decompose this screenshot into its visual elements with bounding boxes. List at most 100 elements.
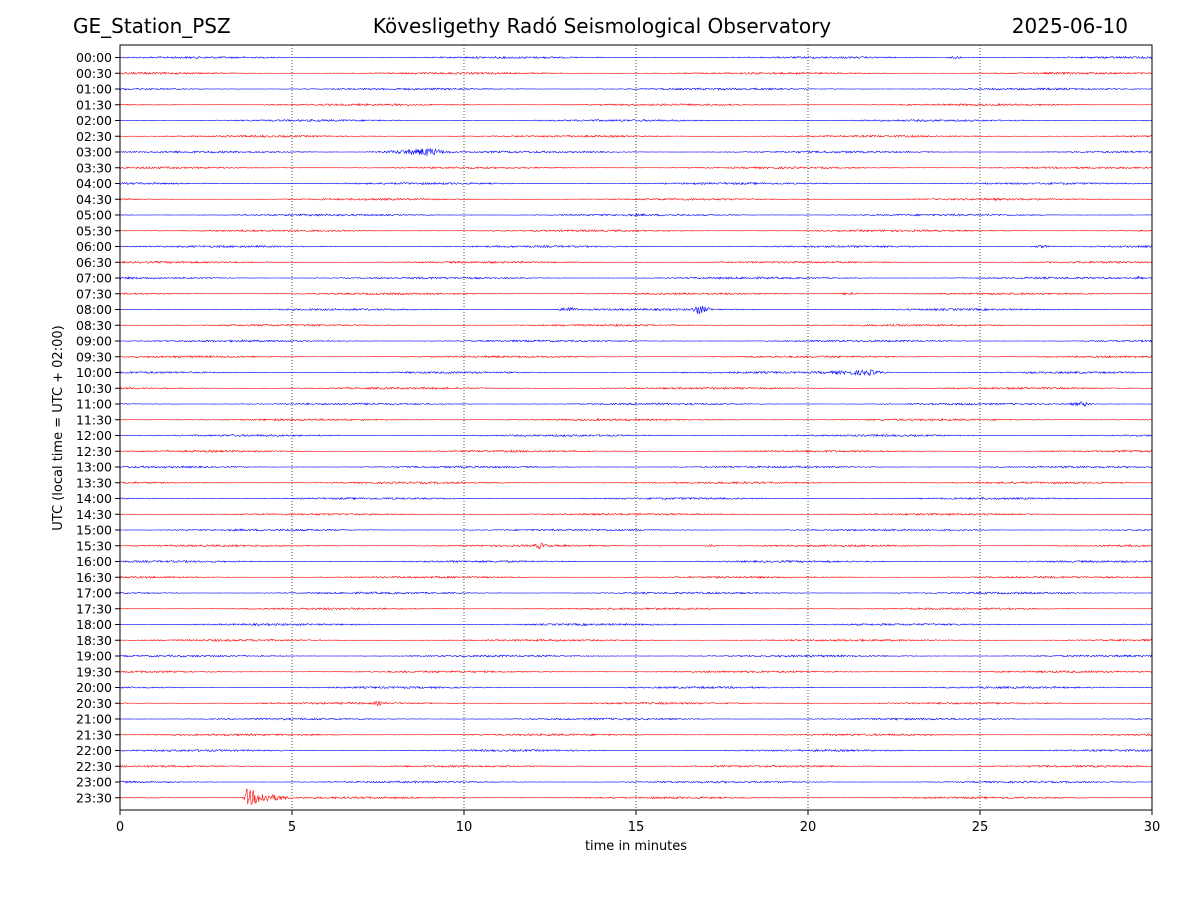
row-time-labels: 00:0000:3001:0001:3002:0002:3003:0003:30… <box>76 50 120 805</box>
x-tick-label: 0 <box>116 820 124 835</box>
row-label: 10:30 <box>76 381 112 396</box>
row-label: 08:30 <box>76 318 112 333</box>
row-label: 21:30 <box>76 727 112 742</box>
row-label: 05:30 <box>76 223 112 238</box>
trace-1930 <box>119 670 1153 674</box>
row-label: 10:00 <box>76 365 112 380</box>
trace-0500 <box>119 213 1153 217</box>
trace-0700 <box>119 275 1153 280</box>
trace-0730 <box>119 291 1153 296</box>
trace-1230 <box>119 449 1153 454</box>
trace-0030 <box>119 71 1153 75</box>
row-label: 17:00 <box>76 586 112 601</box>
trace-2130 <box>119 733 1153 737</box>
trace-2030 <box>119 700 1153 706</box>
y-axis-label: UTC (local time = UTC + 02:00) <box>51 325 66 530</box>
row-label: 06:00 <box>76 239 112 254</box>
trace-0900 <box>119 339 1153 343</box>
x-tick-label: 25 <box>972 820 989 835</box>
row-label: 00:00 <box>76 50 112 65</box>
trace-0300 <box>119 147 1153 156</box>
row-label: 20:30 <box>76 696 112 711</box>
row-label: 22:00 <box>76 743 112 758</box>
trace-2300 <box>119 780 1153 784</box>
trace-1500 <box>119 528 1153 532</box>
row-label: 15:00 <box>76 523 112 538</box>
row-label: 15:30 <box>76 538 112 553</box>
row-label: 13:00 <box>76 460 112 475</box>
trace-1900 <box>119 654 1153 658</box>
x-tick-label: 10 <box>456 820 473 835</box>
row-label: 16:00 <box>76 554 112 569</box>
trace-1800 <box>119 622 1153 627</box>
row-label: 23:00 <box>76 775 112 790</box>
trace-1430 <box>119 512 1153 516</box>
trace-0630 <box>119 260 1153 265</box>
trace-1630 <box>119 575 1153 580</box>
chart-title: Kövesligethy Radó Seismological Observat… <box>372 14 832 38</box>
x-tick-label: 30 <box>1144 820 1161 835</box>
trace-1000 <box>119 369 1153 376</box>
trace-0230 <box>119 134 1153 138</box>
trace-0800 <box>119 305 1153 315</box>
row-label: 23:30 <box>76 790 112 805</box>
time-grid <box>291 45 981 810</box>
row-label: 05:00 <box>76 208 112 223</box>
row-label: 04:30 <box>76 192 112 207</box>
trace-0000 <box>119 55 1153 60</box>
x-tick-label: 5 <box>288 820 296 835</box>
trace-0400 <box>119 181 1153 186</box>
trace-1130 <box>119 418 1153 422</box>
row-label: 11:30 <box>76 412 112 427</box>
trace-0200 <box>119 118 1153 123</box>
trace-2100 <box>119 717 1153 721</box>
trace-0430 <box>119 197 1153 201</box>
record-date: 2025-06-10 <box>1011 14 1128 38</box>
row-label: 12:30 <box>76 444 112 459</box>
row-label: 14:00 <box>76 491 112 506</box>
row-label: 18:30 <box>76 633 112 648</box>
row-label: 12:00 <box>76 428 112 443</box>
row-label: 02:30 <box>76 129 112 144</box>
trace-1100 <box>119 401 1153 407</box>
row-label: 08:00 <box>76 302 112 317</box>
trace-2000 <box>119 685 1153 690</box>
row-label: 16:30 <box>76 570 112 585</box>
trace-2330 <box>119 788 1153 806</box>
row-label: 13:30 <box>76 475 112 490</box>
trace-2230 <box>119 764 1153 768</box>
trace-1030 <box>119 386 1153 390</box>
trace-0330 <box>119 166 1153 170</box>
row-label: 19:30 <box>76 664 112 679</box>
trace-0100 <box>119 87 1153 91</box>
row-label: 17:30 <box>76 601 112 616</box>
x-tick-label: 15 <box>628 820 645 835</box>
row-label: 03:00 <box>76 145 112 160</box>
row-label: 07:30 <box>76 286 112 301</box>
row-label: 18:00 <box>76 617 112 632</box>
trace-0600 <box>119 244 1153 249</box>
trace-1600 <box>119 559 1153 564</box>
row-label: 22:30 <box>76 759 112 774</box>
row-label: 03:30 <box>76 160 112 175</box>
trace-1830 <box>119 638 1153 643</box>
row-label: 19:00 <box>76 649 112 664</box>
trace-1200 <box>119 433 1153 438</box>
row-label: 07:00 <box>76 271 112 286</box>
trace-1330 <box>119 480 1153 485</box>
row-label: 01:00 <box>76 82 112 97</box>
trace-1400 <box>119 496 1153 501</box>
row-label: 09:30 <box>76 349 112 364</box>
x-tick-label: 20 <box>800 820 817 835</box>
trace-0530 <box>119 229 1153 233</box>
row-label: 06:30 <box>76 255 112 270</box>
trace-1530 <box>119 542 1153 550</box>
trace-0930 <box>119 354 1153 359</box>
trace-0830 <box>119 323 1153 327</box>
row-label: 04:00 <box>76 176 112 191</box>
row-label: 21:00 <box>76 712 112 727</box>
row-label: 09:00 <box>76 334 112 349</box>
station-name: GE_Station_PSZ <box>73 14 231 38</box>
seismic-traces <box>119 55 1153 806</box>
